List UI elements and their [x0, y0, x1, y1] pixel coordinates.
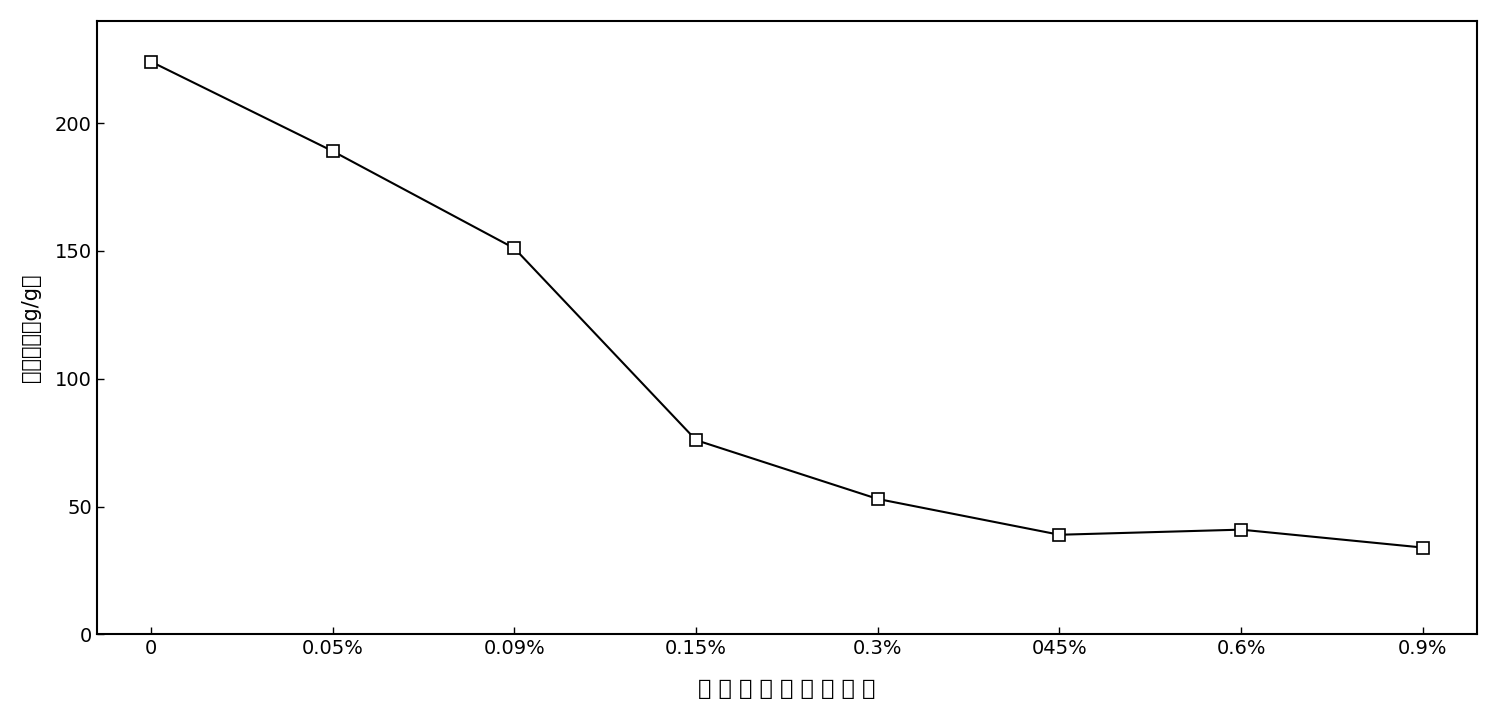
- X-axis label: 氯 化 钓 溶 液 质 量 分 数: 氯 化 钓 溶 液 质 量 分 数: [698, 679, 876, 699]
- Y-axis label: 吸水倍率（g/g）: 吸水倍率（g/g）: [21, 274, 40, 382]
